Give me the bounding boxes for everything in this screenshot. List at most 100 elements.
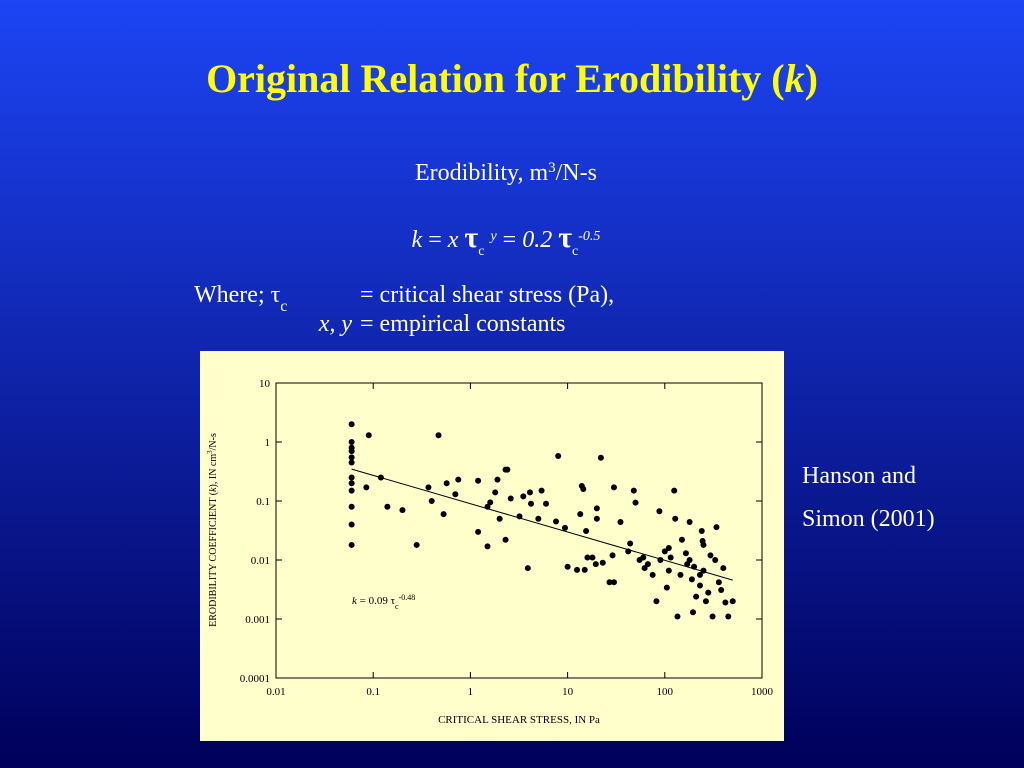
point [492, 489, 499, 496]
point [526, 489, 533, 496]
point [592, 561, 599, 568]
point [475, 477, 482, 484]
point [597, 454, 604, 461]
point [348, 503, 355, 510]
point [712, 557, 719, 563]
y-label-a: ERODIBILITY COEFFICIENT ( [208, 491, 219, 627]
point [348, 474, 355, 481]
point [678, 536, 685, 543]
point [672, 515, 679, 522]
point [553, 518, 560, 525]
point [599, 559, 606, 566]
point [625, 548, 632, 555]
y-label-sup: 3 [206, 450, 214, 454]
y-tick-label: 1 [265, 437, 271, 449]
where-vars: x, y [318, 311, 353, 337]
point [649, 571, 656, 578]
point [455, 476, 462, 483]
point [527, 500, 534, 507]
point [593, 505, 600, 512]
point [718, 587, 725, 594]
point [698, 528, 705, 535]
point [348, 480, 355, 487]
chart-panel [200, 351, 784, 741]
point [640, 554, 647, 561]
point [348, 459, 355, 466]
point [713, 524, 720, 531]
fit-coefficient: 0.09 [369, 595, 389, 607]
point [688, 576, 695, 583]
fit-annotation: k = 0.09 τc-0.48 [352, 593, 415, 611]
point [348, 439, 355, 445]
point [507, 495, 514, 502]
y-tick-label: 0.1 [256, 496, 270, 508]
y-tick-label: 0.0001 [240, 673, 270, 685]
point [502, 536, 509, 543]
point [702, 598, 709, 605]
point [667, 554, 674, 561]
point [671, 487, 678, 494]
point [632, 499, 639, 506]
point [440, 511, 447, 518]
where-def: = critical shear stress (Pa), [360, 282, 614, 308]
point [487, 499, 494, 506]
x-tick-label: 1000 [751, 686, 774, 698]
point [348, 454, 355, 461]
point [484, 543, 491, 550]
citation: Simon (2001) [802, 506, 935, 532]
eq-exp: -0.5 [578, 229, 600, 244]
citation: Hanson and [802, 463, 916, 489]
eq-coef: 0.2 [522, 227, 552, 253]
point [574, 566, 581, 573]
point [610, 579, 617, 586]
subtitle-text: Erodibility, m [415, 160, 548, 186]
point [689, 609, 696, 616]
equation: k = x τc y = 0.2 τc-0.5 [412, 221, 601, 259]
point [583, 528, 590, 535]
point [686, 519, 693, 526]
point [413, 541, 420, 548]
plot-frame [275, 382, 763, 679]
point [696, 582, 703, 589]
where-line: Where; τc [194, 282, 287, 315]
y-label-c: /N-s [208, 433, 219, 450]
point [630, 487, 637, 494]
eq-tau: τ [464, 221, 478, 254]
point [665, 544, 672, 551]
point [428, 498, 435, 504]
point [504, 466, 511, 473]
point [674, 613, 681, 620]
subtitle: Erodibility, m3/N-s [415, 160, 597, 186]
slide-title: Original Relation for Erodibility (k) [206, 56, 818, 101]
point [580, 485, 587, 492]
x-tick-label: 0.1 [366, 686, 380, 698]
point [555, 452, 562, 459]
point [425, 484, 432, 491]
point [729, 598, 736, 605]
point [606, 579, 613, 586]
point [384, 503, 391, 510]
point [693, 593, 700, 600]
point [348, 487, 355, 494]
point [661, 548, 668, 555]
eq-sign: = [503, 227, 517, 253]
point [589, 554, 596, 561]
fit-exponent: -0.48 [399, 593, 416, 602]
point [700, 541, 707, 548]
y-label-k: k [208, 487, 219, 492]
point [496, 515, 503, 522]
point [581, 566, 588, 573]
subtitle-sup: 3 [548, 160, 556, 176]
point [399, 507, 406, 514]
where-tau: τ [271, 282, 281, 308]
point [377, 474, 384, 481]
fit-sub: c [395, 602, 399, 611]
point [665, 567, 672, 574]
point [348, 448, 355, 455]
fit-k: k [352, 595, 358, 607]
x-tick-label: 100 [657, 686, 674, 698]
point [617, 519, 624, 526]
y-tick-label: 10 [259, 378, 271, 390]
point [363, 484, 370, 491]
point [707, 552, 714, 559]
